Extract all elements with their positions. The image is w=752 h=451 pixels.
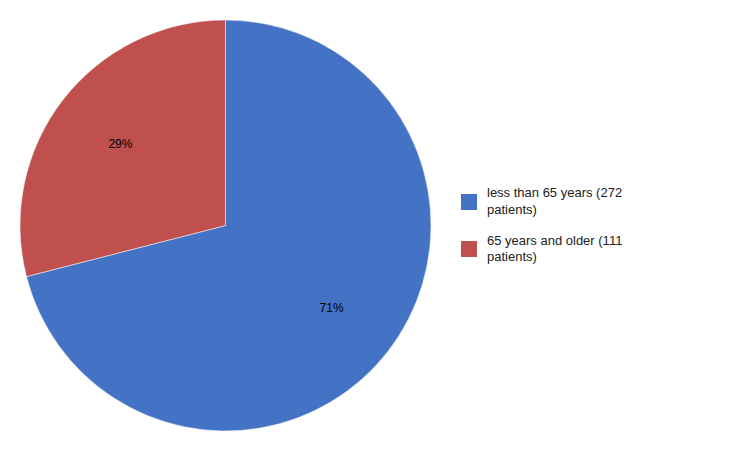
svg-text:71%: 71% (320, 301, 344, 315)
svg-text:29%: 29% (108, 137, 132, 151)
html-text:less than 65 years (272 patien: less than 65 years (272 patients) (487, 184, 623, 217)
html-text:65 years and older (111 patien: 65 years and older (111 patients) (487, 232, 623, 265)
